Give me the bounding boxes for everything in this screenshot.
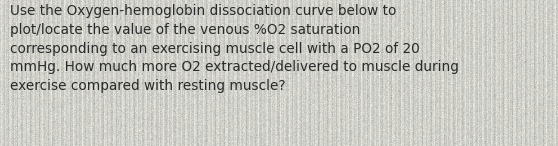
Text: Use the Oxygen-hemoglobin dissociation curve below to
plot/locate the value of t: Use the Oxygen-hemoglobin dissociation c… bbox=[10, 4, 459, 93]
